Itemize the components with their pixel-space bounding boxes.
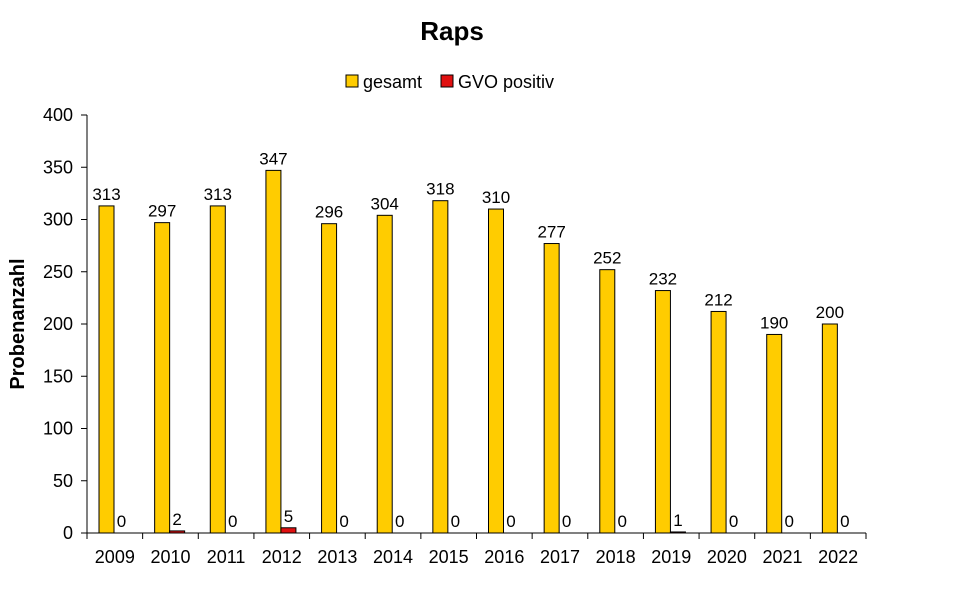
data-label: 0 — [451, 512, 460, 531]
data-label: 200 — [816, 303, 844, 322]
bar-gesamt — [321, 223, 338, 534]
y-tick-label: 150 — [43, 366, 73, 386]
x-tick-label: 2019 — [651, 547, 691, 567]
y-tick-label: 400 — [43, 105, 73, 125]
y-axis-label: Probenanzahl — [7, 258, 29, 389]
x-tick-label: 2013 — [317, 547, 357, 567]
data-label: 252 — [593, 249, 621, 268]
x-tick-label: 2015 — [429, 547, 469, 567]
x-tick-label: 2017 — [540, 547, 580, 567]
bar-gesamt — [432, 200, 449, 534]
data-label: 0 — [840, 512, 849, 531]
data-label: 0 — [784, 512, 793, 531]
data-label: 0 — [562, 512, 571, 531]
data-label: 0 — [117, 512, 126, 531]
x-tick-label: 2022 — [818, 547, 858, 567]
data-label: 296 — [315, 203, 343, 222]
data-label: 313 — [92, 185, 120, 204]
data-label: 313 — [204, 185, 232, 204]
y-tick-label: 200 — [43, 314, 73, 334]
data-label: 2 — [172, 510, 181, 529]
x-tick-label: 2020 — [707, 547, 747, 567]
chart-title: Raps — [420, 16, 484, 46]
legend-label-2: GVO positiv — [458, 72, 554, 92]
data-label: 277 — [537, 223, 565, 242]
y-tick-label: 300 — [43, 210, 73, 230]
bar-gesamt — [376, 214, 393, 534]
legend: gesamt GVO positiv — [345, 72, 554, 92]
bar-gesamt — [543, 243, 560, 534]
bar-gesamt — [821, 323, 838, 534]
bar-gesamt — [766, 333, 783, 534]
bar-gvo-positiv — [669, 531, 686, 534]
x-tick-label: 2018 — [596, 547, 636, 567]
legend-swatch-2 — [440, 74, 454, 88]
data-label: 297 — [148, 202, 176, 221]
data-label: 347 — [259, 149, 287, 168]
legend-label-1: gesamt — [363, 72, 422, 92]
data-label: 5 — [284, 507, 293, 526]
bar-gesamt — [654, 290, 671, 534]
bar-gesamt — [599, 269, 616, 534]
x-tick-label: 2011 — [207, 547, 246, 567]
bar-gesamt — [710, 310, 727, 534]
data-label: 0 — [228, 512, 237, 531]
bar-gesamt — [154, 222, 171, 534]
data-label: 0 — [618, 512, 627, 531]
legend-swatch-1 — [345, 74, 359, 88]
y-tick-label: 350 — [43, 157, 73, 177]
y-tick-label: 50 — [53, 471, 73, 491]
data-label: 232 — [649, 270, 677, 289]
x-tick-label: 2014 — [373, 547, 413, 567]
x-tick-label: 2012 — [262, 547, 302, 567]
data-label: 190 — [760, 313, 788, 332]
bar-gesamt — [265, 169, 282, 534]
x-tick-label: 2010 — [150, 547, 190, 567]
x-tick-label: 2021 — [763, 547, 803, 567]
data-label: 304 — [371, 194, 399, 213]
y-tick-label: 250 — [43, 262, 73, 282]
y-tick-label: 100 — [43, 419, 73, 439]
data-label: 212 — [704, 290, 732, 309]
data-label: 318 — [426, 180, 454, 199]
x-tick-label: 2016 — [484, 547, 524, 567]
plot-area: 0501001502002503003504002009313020102972… — [43, 105, 867, 567]
data-label: 0 — [729, 512, 738, 531]
data-label: 0 — [339, 512, 348, 531]
data-label: 0 — [506, 512, 515, 531]
x-tick-label: 2009 — [95, 547, 135, 567]
bar-gvo-positiv — [169, 530, 186, 534]
data-label: 0 — [395, 512, 404, 531]
y-tick-label: 0 — [63, 523, 73, 543]
bar-gesamt — [488, 208, 504, 534]
bar-gvo-positiv — [280, 527, 297, 534]
data-label: 310 — [482, 188, 510, 207]
data-label: 1 — [673, 511, 682, 530]
bar-gesamt — [98, 205, 115, 534]
bar-gesamt — [209, 205, 226, 534]
